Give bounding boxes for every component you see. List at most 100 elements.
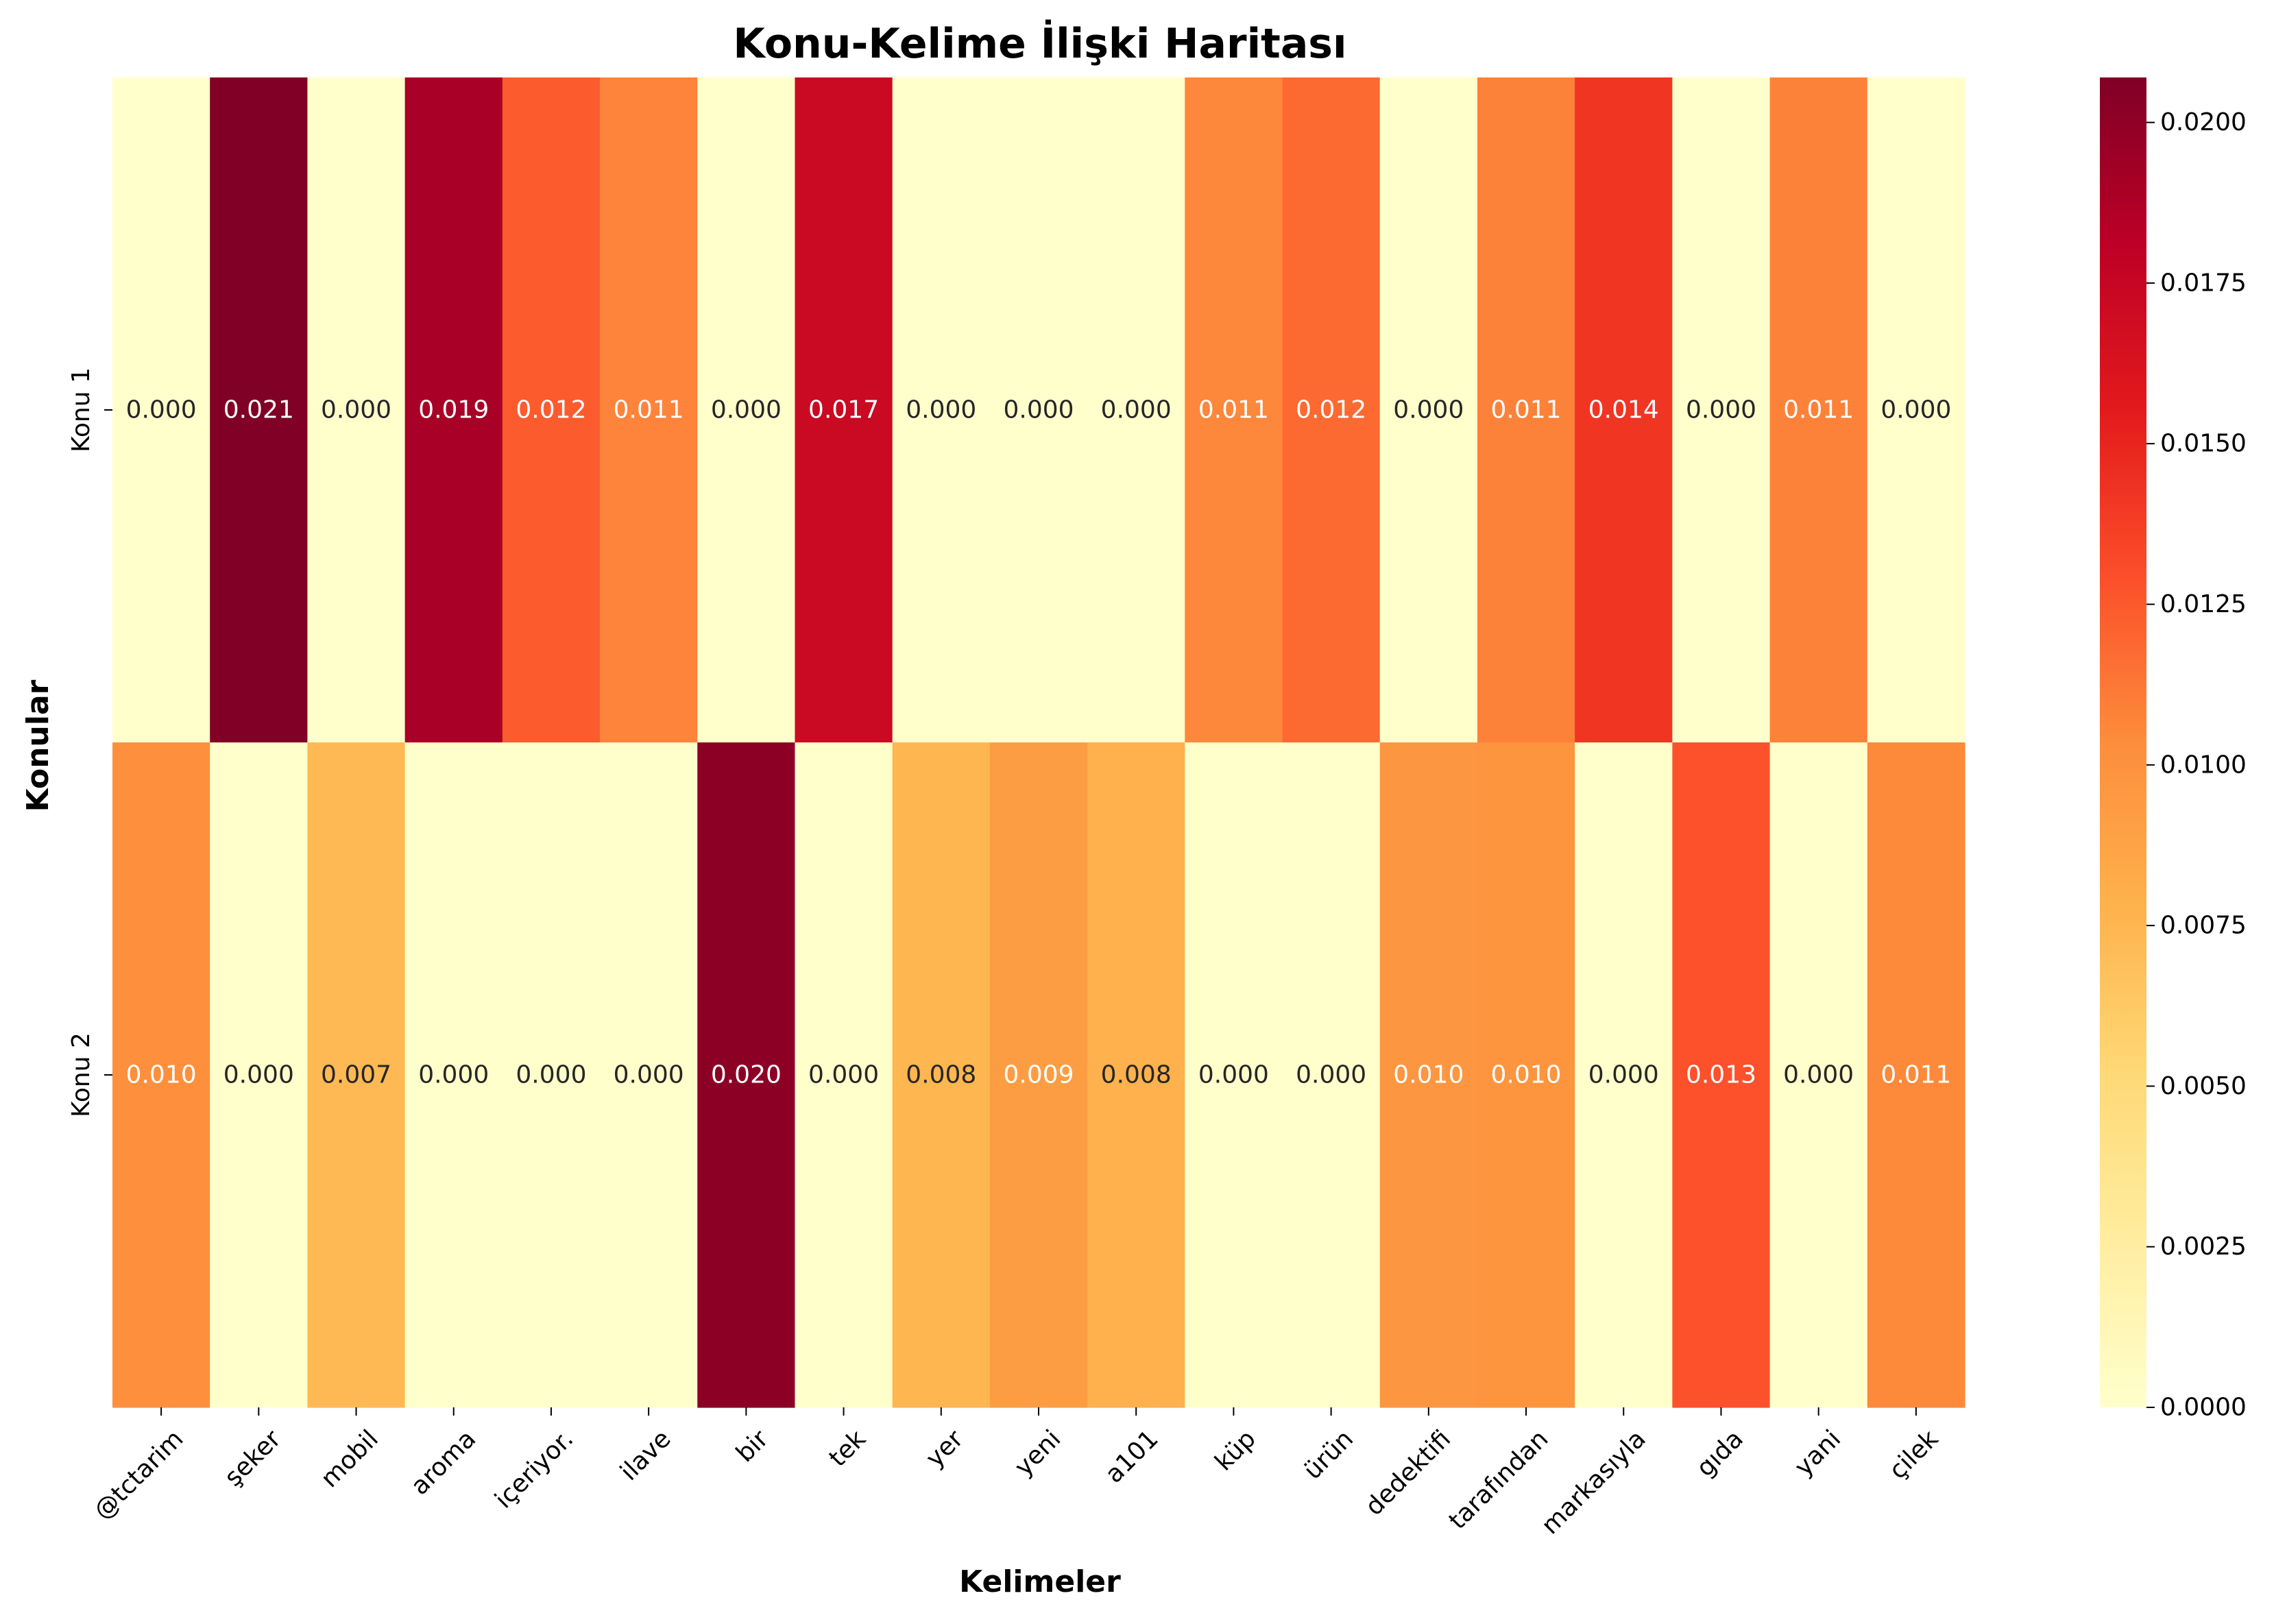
cell-value-label: 0.011 (1198, 396, 1269, 424)
chart-title: Konu-Kelime İlişki Haritası (733, 19, 1346, 68)
cell-value-label: 0.008 (1101, 1061, 1172, 1089)
cell-value-label: 0.000 (808, 1061, 879, 1089)
heatmap-cell (404, 77, 503, 743)
cell-value-label: 0.010 (126, 1061, 197, 1089)
cell-value-label: 0.010 (1491, 1061, 1562, 1089)
cell-value-label: 0.000 (906, 396, 976, 424)
cell-value-label: 0.000 (1393, 396, 1464, 424)
heatmap-cell (404, 742, 503, 1408)
heatmap-cell (1282, 742, 1381, 1408)
x-axis-label: Kelimeler (959, 1564, 1121, 1599)
heatmap-cell (1867, 77, 1965, 743)
cell-annotations: 0.000 0.021 0.000 0.019 0.012 0.011 0.000 0.017… (126, 396, 1952, 1089)
cell-value-label: 0.011 (614, 396, 684, 424)
cell-value-label: 0.000 (1198, 1061, 1269, 1089)
heatmap-cell (892, 742, 991, 1408)
heatmap-cell (210, 742, 308, 1408)
cell-value-label: 0.007 (321, 1061, 391, 1089)
colorbar-tick-label: 0.0000 (2160, 1394, 2247, 1422)
colorbar: 0.0000 0.0025 0.0050 0.0075 0.0100 0.0125 0.01… (2100, 77, 2247, 1422)
x-tick-label: içeriyor. (489, 1425, 579, 1514)
cell-value-label: 0.011 (1880, 1061, 1951, 1089)
cell-value-label: 0.000 (711, 396, 782, 424)
heatmap-cell (1379, 77, 1478, 743)
heatmap-cell (697, 77, 796, 743)
x-tick-label: tek (824, 1425, 871, 1472)
cell-value-label: 0.013 (1686, 1061, 1756, 1089)
colorbar-tick-label: 0.0025 (2160, 1233, 2247, 1261)
cell-value-label: 0.008 (906, 1061, 976, 1089)
colorbar-tick-label: 0.0075 (2160, 912, 2247, 940)
colorbar-tick-label: 0.0200 (2160, 108, 2247, 136)
heatmap-cell (112, 742, 210, 1408)
heatmap-cell (892, 77, 991, 743)
heatmap-cell (600, 742, 698, 1408)
heatmap-cell (1769, 77, 1868, 743)
x-tick-label: ilave (615, 1425, 676, 1486)
x-tick-label: yeni (1010, 1425, 1067, 1481)
heatmap-cell (1185, 742, 1283, 1408)
cell-value-label: 0.000 (1296, 1061, 1366, 1089)
cell-value-label: 0.014 (1588, 396, 1659, 424)
heatmap-cell (1282, 77, 1381, 743)
cell-value-label: 0.000 (1686, 396, 1756, 424)
heatmap-cell (600, 77, 698, 743)
y-axis-label: Konular (21, 679, 56, 812)
x-tick-label: aroma (406, 1425, 481, 1500)
x-tick-label: yani (1789, 1425, 1846, 1481)
heatmap-cell (795, 77, 893, 743)
heatmap-cell (502, 77, 601, 743)
x-tick-label: a101 (1100, 1425, 1163, 1488)
y-axis: Konu 1 Konu 2 (67, 367, 112, 1117)
colorbar-tick-label: 0.0150 (2160, 430, 2247, 458)
x-tick-label: şeker (219, 1425, 287, 1492)
cell-value-label: 0.021 (223, 396, 294, 424)
y-tick-label: Konu 2 (67, 1032, 95, 1117)
cell-value-label: 0.020 (711, 1061, 782, 1089)
heatmap-cell (307, 77, 406, 743)
cell-value-label: 0.000 (1588, 1061, 1659, 1089)
x-tick-label: bir (731, 1425, 774, 1468)
cell-value-label: 0.000 (1783, 1061, 1854, 1089)
cell-value-label: 0.011 (1491, 396, 1562, 424)
x-tick-label: dedektifi (1360, 1425, 1456, 1520)
cell-value-label: 0.012 (1296, 396, 1366, 424)
heatmap-cell (1672, 742, 1771, 1408)
cell-value-label: 0.000 (418, 1061, 489, 1089)
heatmap-cell (795, 742, 893, 1408)
heatmap-cells (112, 77, 1965, 1408)
heatmap-cell (307, 742, 406, 1408)
x-tick-label: ürün (1298, 1425, 1359, 1485)
heatmap-cell (210, 77, 308, 743)
cell-value-label: 0.019 (418, 396, 489, 424)
heatmap-cell (1575, 742, 1673, 1408)
heatmap-cell (502, 742, 601, 1408)
heatmap-cell (1672, 77, 1771, 743)
cell-value-label: 0.012 (516, 396, 586, 424)
heatmap-cell (989, 742, 1088, 1408)
heatmap-cell (1087, 77, 1185, 743)
cell-value-label: 0.010 (1393, 1061, 1464, 1089)
cell-value-label: 0.011 (1783, 396, 1854, 424)
colorbar-tick-label: 0.0175 (2160, 269, 2247, 297)
colorbar-tick-label: 0.0050 (2160, 1072, 2247, 1100)
colorbar-gradient (2100, 77, 2146, 1407)
x-tick-label: markasıyla (1536, 1425, 1651, 1540)
heatmap-cell (1185, 77, 1283, 743)
cell-value-label: 0.000 (126, 396, 197, 424)
y-tick-label: Konu 1 (67, 367, 95, 452)
heatmap-cell (989, 77, 1088, 743)
heatmap-cell (1087, 742, 1185, 1408)
cell-value-label: 0.000 (614, 1061, 684, 1089)
x-axis: @tctarim şeker mobil aroma içeriyor. ilave bir… (88, 1407, 1944, 1540)
heatmap-cell (1477, 77, 1575, 743)
cell-value-label: 0.000 (1003, 396, 1074, 424)
x-tick-label: gıda (1691, 1425, 1749, 1482)
cell-value-label: 0.000 (223, 1061, 294, 1089)
cell-value-label: 0.000 (1880, 396, 1951, 424)
heatmap-cell (1867, 742, 1965, 1408)
heatmap-cell (1477, 742, 1575, 1408)
colorbar-tick-label: 0.0125 (2160, 590, 2247, 618)
